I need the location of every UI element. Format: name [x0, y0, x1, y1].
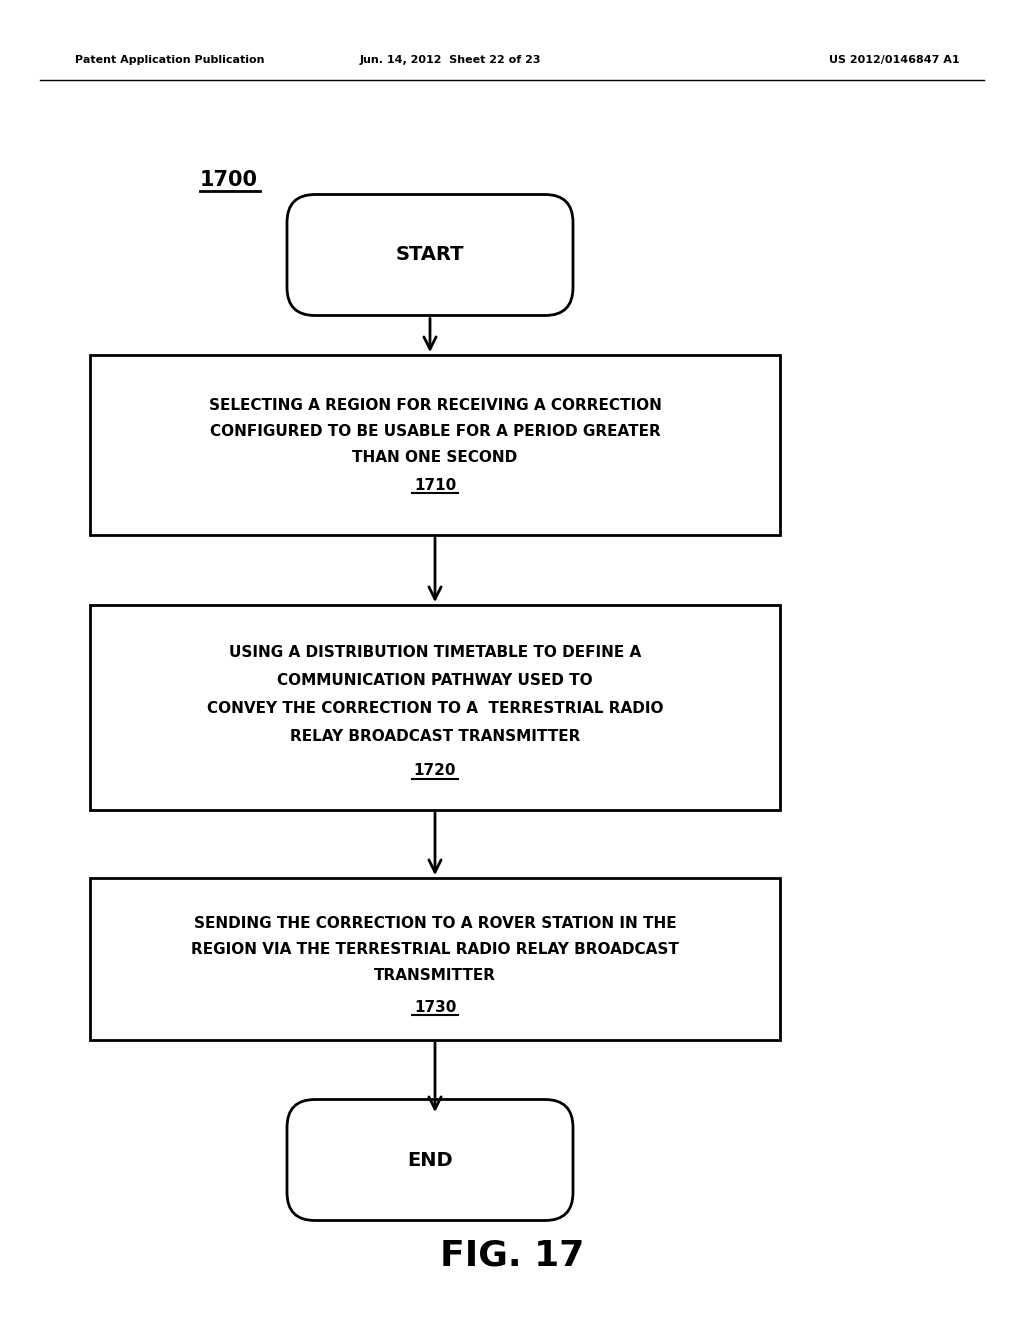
Bar: [90, 605, 780, 810]
Bar: [90, 355, 780, 535]
Text: SELECTING A REGION FOR RECEIVING A CORRECTION: SELECTING A REGION FOR RECEIVING A CORRE…: [209, 397, 662, 412]
Text: US 2012/0146847 A1: US 2012/0146847 A1: [829, 55, 961, 65]
Text: CONFIGURED TO BE USABLE FOR A PERIOD GREATER: CONFIGURED TO BE USABLE FOR A PERIOD GRE…: [210, 424, 660, 438]
Text: Jun. 14, 2012  Sheet 22 of 23: Jun. 14, 2012 Sheet 22 of 23: [359, 55, 541, 65]
Text: END: END: [408, 1151, 453, 1170]
FancyBboxPatch shape: [287, 1100, 573, 1221]
Text: THAN ONE SECOND: THAN ONE SECOND: [352, 450, 517, 465]
Text: START: START: [395, 246, 464, 264]
Text: 1720: 1720: [414, 763, 457, 777]
Text: 1730: 1730: [414, 999, 456, 1015]
Text: USING A DISTRIBUTION TIMETABLE TO DEFINE A: USING A DISTRIBUTION TIMETABLE TO DEFINE…: [229, 645, 641, 660]
Text: TRANSMITTER: TRANSMITTER: [374, 969, 496, 983]
Text: COMMUNICATION PATHWAY USED TO: COMMUNICATION PATHWAY USED TO: [278, 673, 593, 688]
FancyBboxPatch shape: [287, 194, 573, 315]
Text: SENDING THE CORRECTION TO A ROVER STATION IN THE: SENDING THE CORRECTION TO A ROVER STATIO…: [194, 916, 676, 932]
Text: FIG. 17: FIG. 17: [440, 1238, 584, 1272]
Text: RELAY BROADCAST TRANSMITTER: RELAY BROADCAST TRANSMITTER: [290, 729, 581, 744]
Text: Patent Application Publication: Patent Application Publication: [75, 55, 264, 65]
Text: 1700: 1700: [200, 170, 258, 190]
Text: REGION VIA THE TERRESTRIAL RADIO RELAY BROADCAST: REGION VIA THE TERRESTRIAL RADIO RELAY B…: [191, 942, 679, 957]
Text: 1710: 1710: [414, 478, 456, 492]
Text: CONVEY THE CORRECTION TO A  TERRESTRIAL RADIO: CONVEY THE CORRECTION TO A TERRESTRIAL R…: [207, 701, 664, 715]
Bar: [90, 878, 780, 1040]
